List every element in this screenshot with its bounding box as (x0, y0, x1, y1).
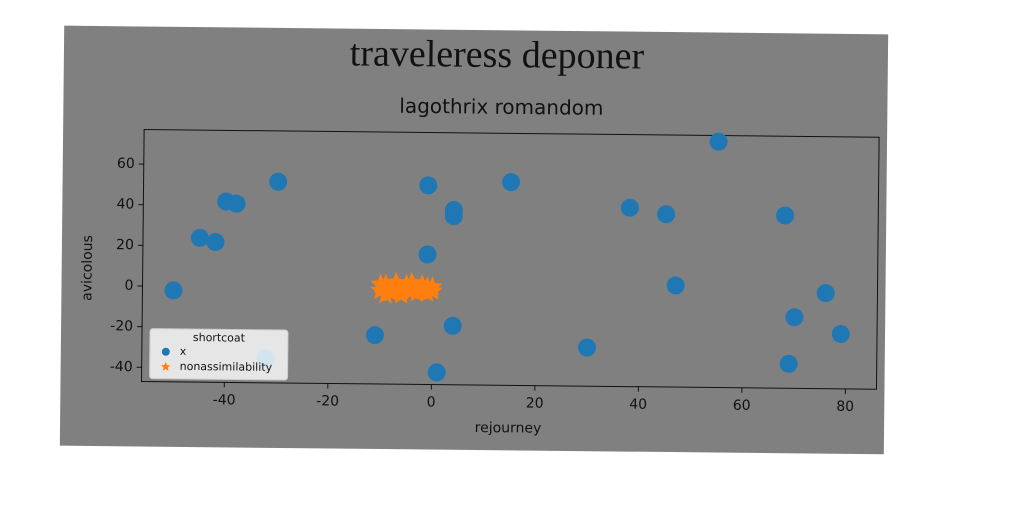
circle-marker (269, 172, 288, 191)
circle-marker (657, 205, 676, 224)
circle-marker (709, 132, 728, 151)
circle-marker (365, 326, 384, 345)
circle-marker (785, 308, 804, 327)
y-tick-label: 40 (116, 196, 134, 212)
suptitle: traveleress deponer (350, 32, 645, 77)
legend-label: x (180, 345, 187, 358)
circle-marker (502, 173, 521, 192)
circle-marker (190, 228, 209, 247)
star-marker (406, 282, 428, 302)
star-marker (416, 276, 438, 296)
y-tick-label: 0 (124, 278, 133, 294)
legend-label: nonassimilability (180, 360, 273, 374)
circle-marker (620, 198, 639, 217)
circle-marker (444, 207, 463, 226)
x-tick-label: -40 (213, 392, 236, 408)
star-marker (422, 280, 443, 300)
circle-marker (666, 276, 685, 295)
y-tick-label: -20 (110, 318, 133, 334)
x-axis-label: rejourney (475, 420, 542, 437)
circle-marker (776, 206, 795, 225)
circle-marker (816, 284, 835, 303)
x-tick-label: 20 (526, 396, 544, 412)
star-marker (396, 277, 417, 298)
star-marker (161, 361, 171, 371)
y-tick-label: 60 (117, 156, 135, 172)
x-tick-label: 0 (427, 395, 436, 411)
plot-area: -40 -20 0 20 40 60 80 -40 -20 0 20 40 60 shortcoat x no… (110, 132, 854, 415)
y-tick-label: -40 (110, 359, 133, 375)
circle-marker (418, 245, 437, 264)
plot-frame (140, 129, 880, 390)
x-tick-label: 80 (836, 399, 854, 415)
figure: traveleress deponer lagothrix romandom r… (59, 25, 889, 455)
chart-title: lagothrix romandom (399, 94, 603, 120)
circle-marker (779, 354, 798, 373)
circle-marker (161, 347, 170, 356)
star-marker (385, 271, 407, 292)
star-marker (370, 273, 391, 294)
circle-marker (427, 363, 446, 382)
x-tick-label: -20 (316, 393, 339, 409)
circle-marker (206, 233, 225, 252)
x-tick-label: 40 (629, 397, 647, 413)
circle-marker (443, 316, 462, 335)
circle-marker (578, 338, 597, 357)
legend-box (149, 328, 289, 381)
y-axis-label: avicolous (79, 235, 96, 301)
x-tick-label: 60 (733, 398, 751, 414)
y-tick-label: 20 (116, 237, 134, 253)
figure-background (59, 25, 889, 455)
circle-marker (419, 176, 438, 195)
circle-marker (164, 281, 183, 300)
circle-marker (227, 194, 246, 213)
star-marker (375, 283, 396, 304)
circle-marker (831, 324, 850, 343)
legend-title: shortcoat (193, 331, 246, 345)
